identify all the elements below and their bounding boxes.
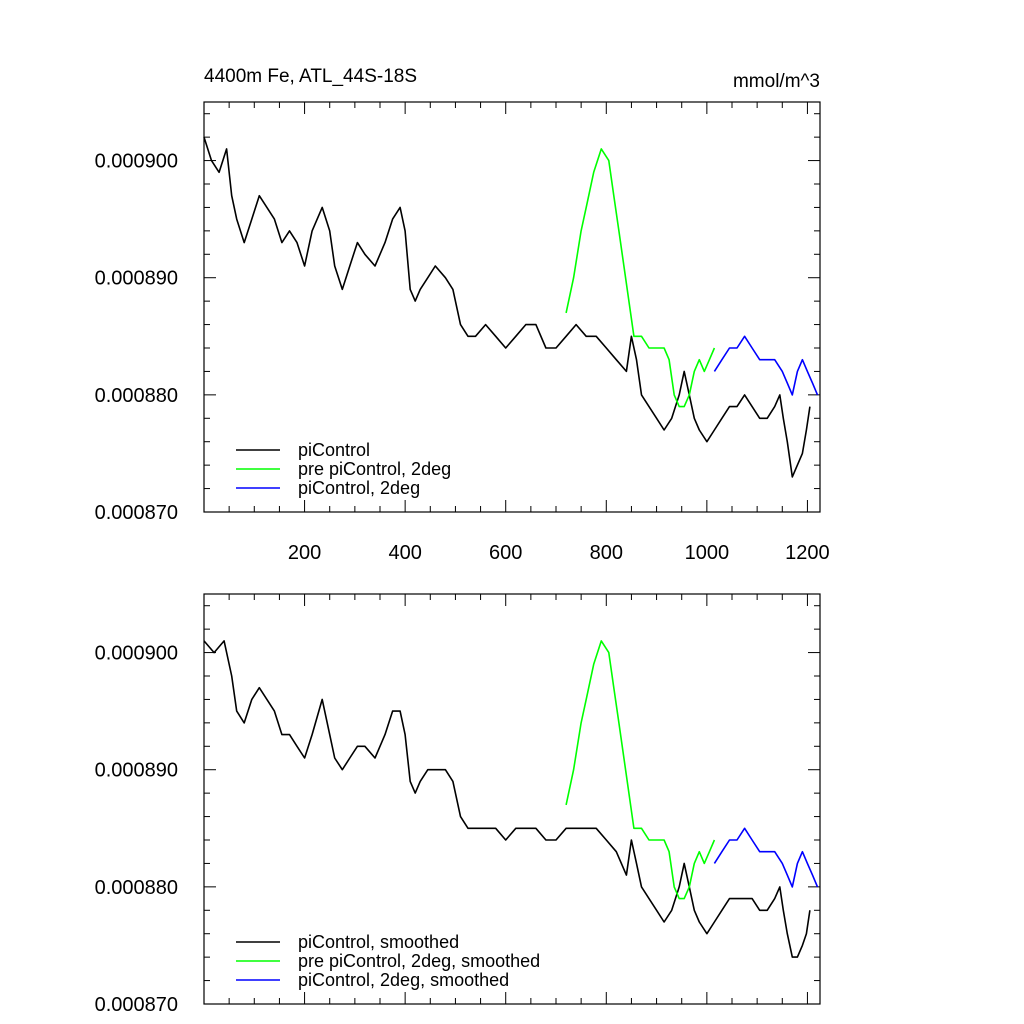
- top-panel-title: 4400m Fe, ATL_44S-18S: [204, 66, 417, 87]
- top-x-tick-label: 200: [288, 542, 321, 564]
- bottom-series-line: [565, 640, 716, 900]
- top-series-lines: [203, 136, 819, 478]
- top-y-tick-label: 0.000890: [95, 268, 178, 290]
- top-axis-ticks: [204, 102, 820, 512]
- bottom-y-tick-label: 0.000870: [95, 994, 178, 1016]
- bottom-series-line: [203, 640, 811, 958]
- bottom-series-lines: [203, 640, 819, 958]
- top-y-tick-label: 0.000880: [95, 385, 178, 407]
- bottom-panel: 0.000870 0.000880 0.000890 0.000900 piContr…: [95, 593, 821, 1016]
- bottom-y-tick-labels: 0.000870 0.000880 0.000890 0.000900: [95, 643, 178, 1016]
- top-y-tick-labels: 0.000870 0.000880 0.000890 0.000900: [95, 151, 178, 524]
- bottom-y-tick-label: 0.000900: [95, 643, 178, 665]
- bottom-y-tick-label: 0.000890: [95, 760, 178, 782]
- top-legend-label: pre piControl, 2deg: [298, 459, 451, 479]
- top-panel: 4400m Fe, ATL_44S-18S mmol/m^3 0.0008700…: [95, 66, 830, 564]
- bottom-plot-frame: [203, 593, 821, 1005]
- top-legend-label: piControl: [298, 440, 370, 460]
- top-series-line: [713, 335, 819, 396]
- bottom-y-tick-label: 0.000880: [95, 877, 178, 899]
- top-panel-units: mmol/m^3: [733, 71, 820, 92]
- top-y-tick-label: 0.000900: [95, 151, 178, 173]
- top-x-tick-labels: 200 400 600 800 1000 1200: [288, 542, 830, 564]
- bottom-legend-label: pre piControl, 2deg, smoothed: [298, 951, 540, 971]
- top-plot-frame: [203, 101, 821, 513]
- top-y-tick-label: 0.000870: [95, 502, 178, 524]
- bottom-axis-ticks: [204, 594, 820, 1004]
- top-x-tick-label: 1000: [685, 542, 730, 564]
- top-x-tick-label: 600: [489, 542, 522, 564]
- top-x-tick-label: 800: [590, 542, 623, 564]
- bottom-legend-label: piControl, 2deg, smoothed: [298, 970, 509, 990]
- top-series-line: [203, 136, 811, 478]
- top-x-tick-label: 1200: [785, 542, 830, 564]
- top-x-tick-label: 400: [388, 542, 421, 564]
- top-legend-label: piControl, 2deg: [298, 478, 420, 498]
- bottom-series-line: [713, 827, 819, 888]
- top-series-line: [565, 148, 716, 408]
- bottom-legend-label: piControl, smoothed: [298, 932, 459, 952]
